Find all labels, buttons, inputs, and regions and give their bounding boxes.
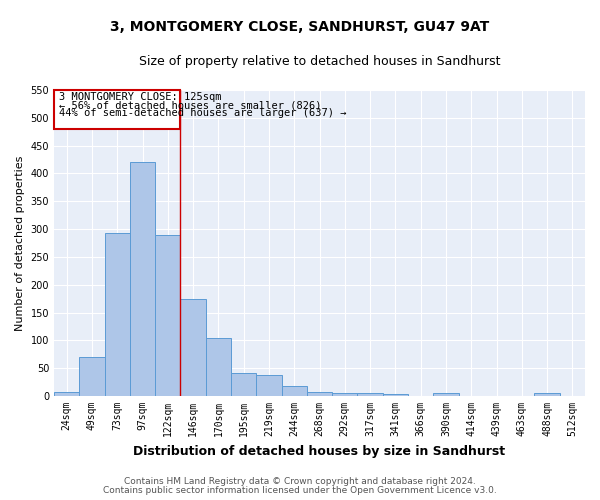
FancyBboxPatch shape <box>54 90 181 129</box>
Y-axis label: Number of detached properties: Number of detached properties <box>15 156 25 330</box>
Text: 3, MONTGOMERY CLOSE, SANDHURST, GU47 9AT: 3, MONTGOMERY CLOSE, SANDHURST, GU47 9AT <box>110 20 490 34</box>
Bar <box>383 394 408 396</box>
Bar <box>358 394 383 396</box>
Bar <box>181 298 206 396</box>
Text: Contains HM Land Registry data © Crown copyright and database right 2024.: Contains HM Land Registry data © Crown c… <box>124 477 476 486</box>
Text: ← 56% of detached houses are smaller (826): ← 56% of detached houses are smaller (82… <box>59 100 322 110</box>
X-axis label: Distribution of detached houses by size in Sandhurst: Distribution of detached houses by size … <box>133 444 506 458</box>
Bar <box>256 375 281 396</box>
Bar <box>307 392 332 396</box>
Text: 3 MONTGOMERY CLOSE: 125sqm: 3 MONTGOMERY CLOSE: 125sqm <box>59 92 221 102</box>
Bar <box>332 394 358 396</box>
Bar <box>535 394 560 396</box>
Bar <box>79 357 104 396</box>
Bar <box>231 372 256 396</box>
Bar <box>104 233 130 396</box>
Bar <box>155 234 181 396</box>
Bar <box>206 338 231 396</box>
Bar <box>281 386 307 396</box>
Bar <box>433 394 458 396</box>
Bar <box>130 162 155 396</box>
Title: Size of property relative to detached houses in Sandhurst: Size of property relative to detached ho… <box>139 55 500 68</box>
Text: 44% of semi-detached houses are larger (637) →: 44% of semi-detached houses are larger (… <box>59 108 347 118</box>
Bar <box>54 392 79 396</box>
Text: Contains public sector information licensed under the Open Government Licence v3: Contains public sector information licen… <box>103 486 497 495</box>
